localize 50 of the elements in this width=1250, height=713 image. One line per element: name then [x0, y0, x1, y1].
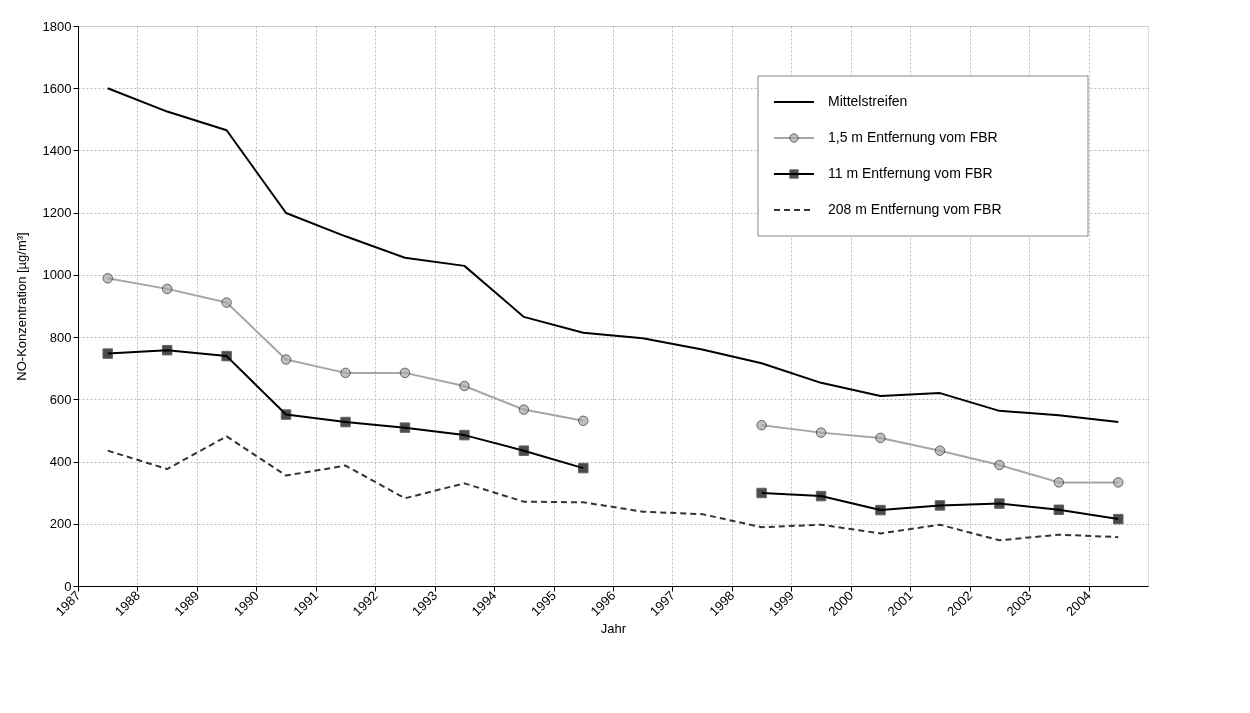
- point: [399, 367, 411, 379]
- y-tick-label: 200: [49, 516, 72, 532]
- point: [280, 354, 292, 365]
- point: [161, 344, 173, 356]
- point: [1113, 477, 1124, 488]
- point: [994, 459, 1005, 471]
- point: [459, 380, 470, 392]
- point: [399, 422, 411, 433]
- point: [756, 419, 767, 431]
- y-tick-label: 800: [49, 329, 72, 345]
- y-tick-label: 400: [49, 454, 72, 470]
- y-tick-label: 0: [64, 578, 72, 594]
- line-series: [106, 435, 1120, 542]
- point: [578, 462, 589, 474]
- y-tick-label: 1000: [42, 267, 72, 283]
- point: [578, 415, 589, 427]
- point: [221, 350, 232, 362]
- point: [459, 429, 470, 441]
- y-tick-label: 600: [49, 391, 72, 407]
- legend-label: Mittelstreifen: [828, 93, 908, 109]
- point: [1053, 504, 1065, 516]
- legend-label: 1,5 m Entfernung vom FBR: [828, 129, 998, 145]
- point: [518, 445, 530, 456]
- point: [1053, 477, 1065, 488]
- point: [340, 416, 351, 428]
- point: [934, 445, 946, 456]
- y-tick-label: 1800: [42, 18, 72, 34]
- point: [815, 427, 827, 438]
- point: [815, 490, 827, 502]
- legend-label: 208 m Entfernung vom FBR: [828, 201, 1002, 217]
- y-tick-label: 1600: [42, 80, 72, 96]
- point: [161, 283, 173, 295]
- point: [102, 273, 113, 284]
- point: [875, 432, 886, 444]
- line-series: [106, 87, 1120, 424]
- point: [1113, 513, 1124, 525]
- point: [340, 367, 351, 379]
- y-tick-label: 1200: [42, 205, 72, 221]
- point: [280, 409, 292, 420]
- y-axis-title: NO-Konzentration [µg/m³]: [13, 232, 29, 381]
- point: [994, 498, 1005, 509]
- point: [934, 500, 946, 511]
- point: [102, 348, 113, 359]
- y-tick-label: 1400: [42, 142, 72, 158]
- point: [221, 297, 232, 308]
- x-axis-title: Jahr: [600, 620, 627, 636]
- point: [875, 504, 886, 516]
- legend-label: 11 m Entfernung vom FBR: [828, 165, 993, 181]
- point: [756, 487, 767, 499]
- point: [518, 404, 530, 415]
